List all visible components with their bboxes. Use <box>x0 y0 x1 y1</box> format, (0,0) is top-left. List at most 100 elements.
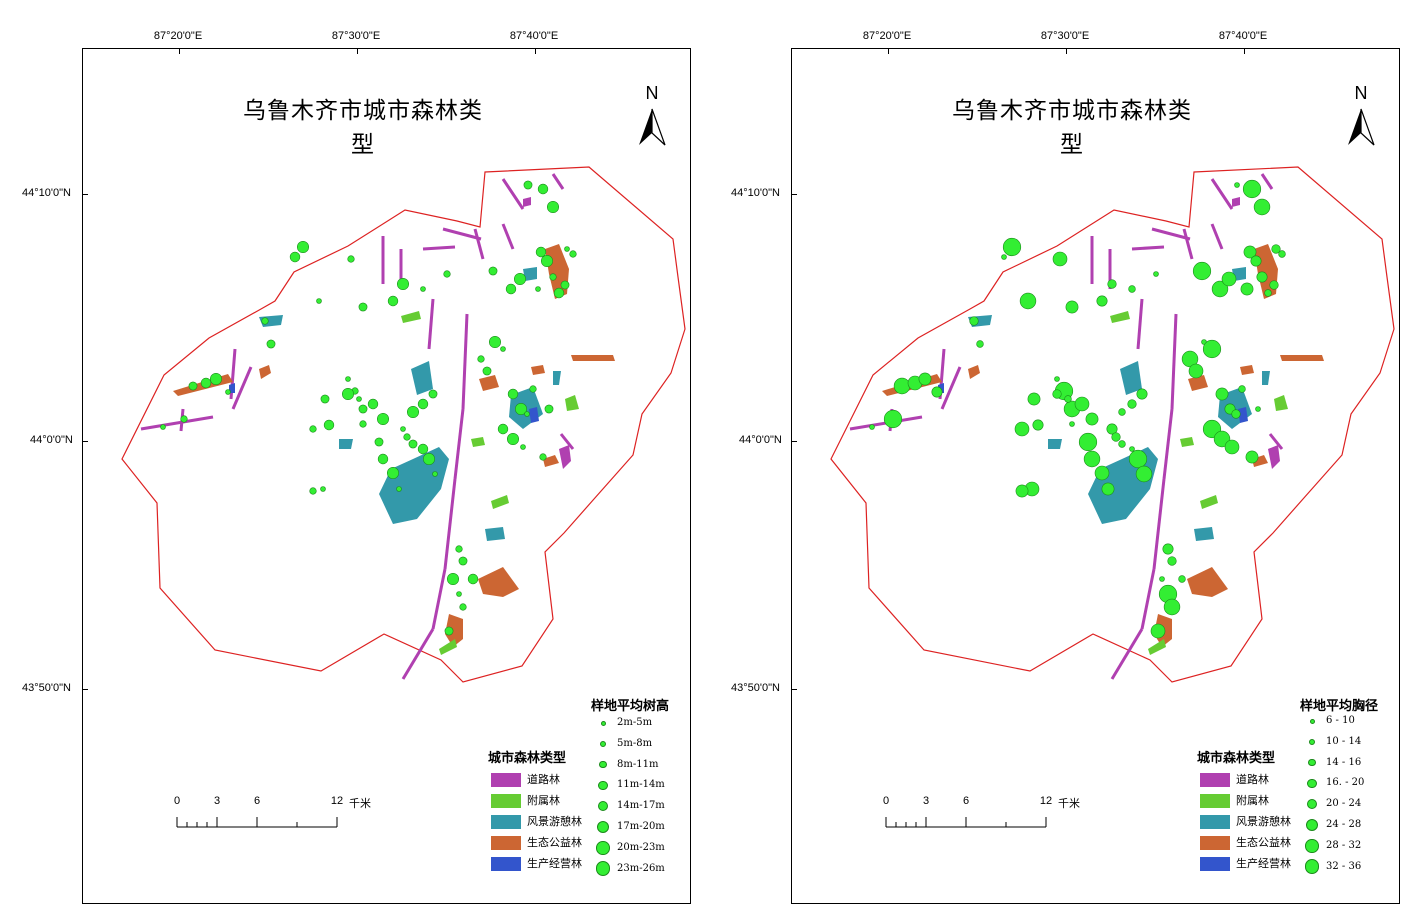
sample-plot-point <box>1256 271 1268 283</box>
lat-label-44-00: 44°0'0"N <box>30 434 73 446</box>
sample-plot-point <box>1221 271 1237 287</box>
sample-plot-point <box>1163 598 1181 616</box>
scale-unit: 千米 <box>1058 797 1080 810</box>
size-legend-label: 2m-5m <box>617 717 653 728</box>
sample-plot-point <box>358 404 368 414</box>
plot-size-symbol <box>1305 839 1319 853</box>
sample-plot-point <box>1107 279 1117 289</box>
road-forest-strip <box>501 178 525 210</box>
plot-size-symbol <box>598 780 608 790</box>
forest-patch <box>1262 371 1270 385</box>
size-legend-label: 24 - 28 <box>1326 819 1362 830</box>
sample-plot-point <box>309 425 317 433</box>
sample-plot-point <box>400 426 406 432</box>
sample-plot-point <box>1150 623 1166 639</box>
sample-plot-point <box>544 404 554 414</box>
legend-swatch <box>1200 773 1230 787</box>
sample-plot-point <box>200 377 212 389</box>
sample-plot-point <box>553 287 565 299</box>
sample-plot-point <box>316 298 322 304</box>
forest-patch <box>259 365 271 379</box>
legend-swatch <box>1200 815 1230 829</box>
sample-plot-point <box>520 444 526 450</box>
sample-plot-point <box>1064 395 1072 403</box>
road-forest-strip <box>140 415 214 431</box>
sample-plot-point <box>1255 406 1261 412</box>
sample-plot-point <box>893 377 911 395</box>
legend-swatch <box>1200 794 1230 808</box>
sample-plot-point <box>1250 255 1262 267</box>
sample-plot-point <box>356 396 362 402</box>
scale-unit: 千米 <box>349 797 371 810</box>
size-legend-item: 16. - 20 <box>1304 777 1394 795</box>
forest-patch <box>523 197 531 207</box>
graticule-tick <box>791 689 797 690</box>
north-arrow-icon <box>1348 108 1375 146</box>
sample-plot-point <box>976 340 984 348</box>
sample-plot-point <box>513 273 526 286</box>
sample-plot-point <box>1096 295 1108 307</box>
road-forest-strip <box>1162 408 1174 480</box>
road-forest-strip <box>1170 313 1178 410</box>
forest-patch <box>1200 495 1218 509</box>
forest-patch <box>1268 445 1280 469</box>
sample-plot-point <box>529 385 537 393</box>
road-forest-strip <box>461 313 469 410</box>
road-forest-strip <box>1210 178 1234 210</box>
forest-patch <box>1188 375 1208 391</box>
sample-plot-point <box>422 452 435 465</box>
forest-patch <box>1280 355 1324 361</box>
scale-tick-label: 0 <box>173 795 181 807</box>
legend-label: 附属林 <box>1236 794 1269 807</box>
forest-patch <box>1240 365 1254 375</box>
sample-plot-point <box>188 381 198 391</box>
sample-plot-point <box>1202 339 1222 359</box>
plot-size-symbol <box>1307 778 1317 788</box>
sample-plot-point <box>359 420 367 428</box>
north-arrow: N <box>637 83 667 147</box>
sample-plot-point <box>1167 556 1177 566</box>
sample-plot-point <box>289 251 301 263</box>
road-forest-strip <box>427 298 435 350</box>
graticule-tick <box>82 441 88 442</box>
sample-plot-point <box>341 387 354 400</box>
forest-patch <box>1194 527 1214 541</box>
sample-plot-point <box>1128 285 1136 293</box>
size-legend-label: 17m-20m <box>617 821 665 832</box>
sample-plot-point <box>323 419 335 431</box>
sample-plot-point <box>1242 179 1262 199</box>
plot-size-symbol <box>1304 859 1320 874</box>
legend-swatch <box>491 794 521 808</box>
forest-patch <box>559 445 571 469</box>
scale-bar-line <box>885 817 1047 828</box>
road-forest-strip <box>1182 228 1194 260</box>
sample-plot-point <box>1127 399 1137 409</box>
sample-plot-point <box>1118 408 1126 416</box>
road-forest-strip <box>1131 245 1165 251</box>
forest-patch <box>968 365 980 379</box>
road-forest-strip <box>1136 298 1144 350</box>
lon-label-87-40: 87°40'0"E <box>1218 30 1268 42</box>
plot-size-symbol <box>595 861 611 876</box>
legend-label: 生态公益林 <box>1236 836 1291 849</box>
size-legend-item: 23m-26m <box>595 861 685 881</box>
size-legend-label: 10 - 14 <box>1326 735 1362 747</box>
size-legend-label: 8m-11m <box>617 758 659 770</box>
size-legend-title: 样地平均树高 <box>591 699 670 714</box>
sample-plot-point <box>417 443 429 455</box>
sample-plot-point <box>420 286 426 292</box>
graticule-tick <box>535 48 536 54</box>
size-legend-label: 5m-8m <box>617 737 653 749</box>
size-legend-item: 32 - 36 <box>1304 859 1394 879</box>
sample-plot-point <box>1215 387 1229 401</box>
forest-patch <box>485 527 505 541</box>
road-forest-strip <box>443 478 457 570</box>
sample-plot-point <box>345 376 351 382</box>
sample-plot-point <box>500 346 506 352</box>
plot-size-symbol <box>1306 819 1318 831</box>
size-legend-label: 11m-14m <box>617 779 665 791</box>
sample-plot-point <box>1136 388 1148 400</box>
forest-patch <box>571 355 615 361</box>
scale-tick-label: 3 <box>213 795 221 807</box>
size-legend-item: 14 - 16 <box>1304 757 1394 775</box>
